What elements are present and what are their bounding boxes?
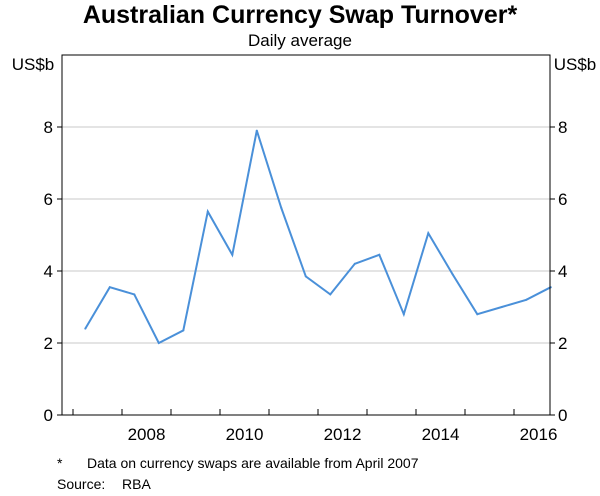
data-point	[500, 306, 503, 308]
ytick-label-right: 6	[558, 190, 567, 209]
data-point	[231, 253, 234, 256]
footnote-source: Source: RBA	[57, 475, 151, 493]
data-point	[476, 313, 479, 316]
series-line-0	[84, 130, 552, 345]
data-point	[84, 327, 87, 330]
data-point	[525, 298, 528, 301]
data-point	[304, 275, 307, 278]
data-point	[133, 293, 136, 296]
data-point	[108, 286, 111, 289]
source-label: Source:	[57, 476, 106, 492]
data-point	[378, 253, 381, 256]
xtick-label: 2010	[226, 425, 264, 444]
ytick-label-left: 0	[44, 406, 53, 425]
data-point	[329, 293, 332, 296]
data-point	[427, 232, 430, 235]
footnote-text: Data on currency swaps are available fro…	[87, 455, 419, 471]
ytick-label-right: 2	[558, 334, 567, 353]
ytick-label-right: 4	[558, 262, 567, 281]
footnote-marker: *	[57, 455, 63, 471]
chart-subtitle: Daily average	[248, 31, 352, 50]
ytick-label-left: 8	[44, 118, 53, 137]
data-point	[206, 210, 209, 213]
footnote-note: * Data on currency swaps are available fr…	[57, 454, 419, 472]
ytick-label-right: 8	[558, 118, 567, 137]
data-point	[402, 313, 405, 316]
data-point	[280, 207, 283, 209]
data-point	[255, 129, 258, 132]
y-unit-label-right: US$b	[554, 55, 597, 74]
data-point	[182, 329, 185, 332]
data-point	[451, 273, 454, 276]
ytick-label-left: 4	[44, 262, 53, 281]
source-text: RBA	[122, 476, 151, 492]
xtick-label: 2012	[324, 425, 362, 444]
chart-title: Australian Currency Swap Turnover*	[82, 1, 518, 29]
y-unit-label-left: US$b	[12, 55, 55, 74]
ytick-label-right: 0	[558, 406, 567, 425]
data-point	[353, 262, 356, 265]
ytick-label-left: 6	[44, 190, 53, 209]
xtick-label: 2008	[128, 425, 166, 444]
ytick-label-left: 2	[44, 334, 53, 353]
data-point	[157, 342, 160, 344]
xtick-label: 2016	[520, 425, 558, 444]
xtick-label: 2014	[422, 425, 460, 444]
plot-frame	[61, 54, 551, 416]
